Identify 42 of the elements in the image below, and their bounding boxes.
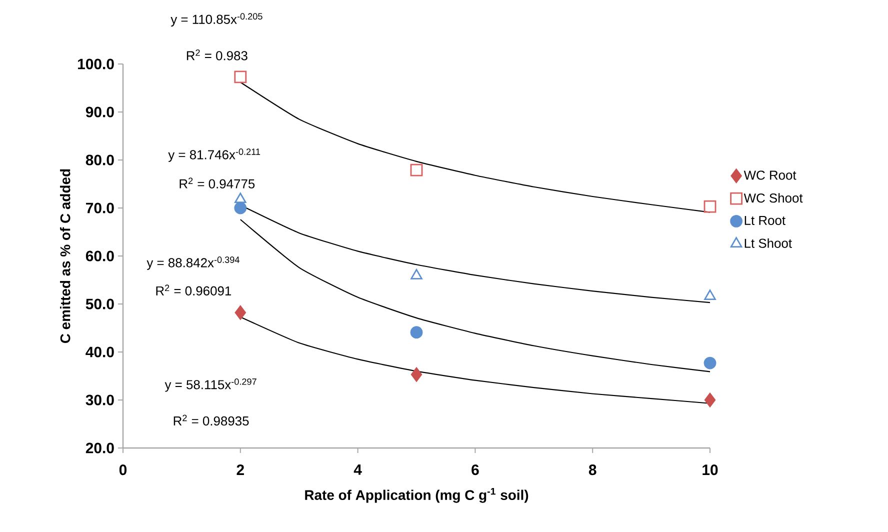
y-tick-label: 30.0 — [86, 394, 114, 406]
x-axis-title: Rate of Application (mg C g$^{-1}$ soil) — [305, 488, 528, 503]
point — [234, 202, 247, 214]
point — [704, 356, 716, 370]
y-tick-label: 80.0 — [86, 154, 114, 166]
point — [410, 164, 423, 176]
y-tick-label: 20.0 — [86, 442, 114, 454]
point — [234, 305, 246, 320]
point — [410, 326, 423, 339]
legend-label: WC Root — [744, 170, 796, 180]
annotation: y = 58.115x$^{-0.297}$ — [164, 378, 256, 392]
x-tick-label: 0 — [119, 464, 127, 476]
x-tick-label: 6 — [472, 464, 479, 476]
annotation: y = 81.746x$^{-0.211}$ — [168, 148, 260, 162]
point — [234, 192, 246, 204]
x-tick-label: 8 — [588, 464, 596, 476]
y-tick-label: 60.0 — [86, 250, 114, 262]
point — [234, 70, 247, 84]
x-tick-label: 10 — [702, 464, 718, 476]
legend-label: WC Shoot — [744, 193, 803, 203]
annotation: R$^{2}$ = 0.98935 — [174, 414, 249, 426]
point — [410, 367, 422, 382]
text: y = 110.85x$^{-0.205}$ — [170, 13, 262, 27]
x-tick-label: 4 — [354, 464, 362, 475]
y-tick-label: 90.0 — [86, 106, 114, 118]
legend-label: Lt Shoot — [744, 238, 792, 248]
y-tick-label: 70.0 — [86, 202, 114, 214]
legend-label: Lt Root — [744, 216, 786, 226]
annotation: R$^{2}$ = 0.96091 — [156, 284, 232, 296]
annotation: y = 88.842x$^{-0.394}$ — [146, 256, 240, 270]
y-tick-label: 50.0 — [86, 298, 114, 310]
x-tick-label: 2 — [236, 464, 244, 475]
annotation: R$^{2}$ = 0.94775 — [180, 178, 255, 188]
y-tick-label: 40.0 — [86, 346, 114, 358]
text: R$^{2}$ = 0.983 — [186, 49, 248, 60]
point — [704, 200, 716, 213]
line-series — [240, 218, 711, 372]
y-tick-label: 100.0 — [78, 58, 114, 70]
point — [410, 268, 422, 280]
y-axis-title: C emitted as % of C added — [60, 169, 70, 343]
point — [704, 392, 716, 408]
point — [704, 290, 716, 300]
